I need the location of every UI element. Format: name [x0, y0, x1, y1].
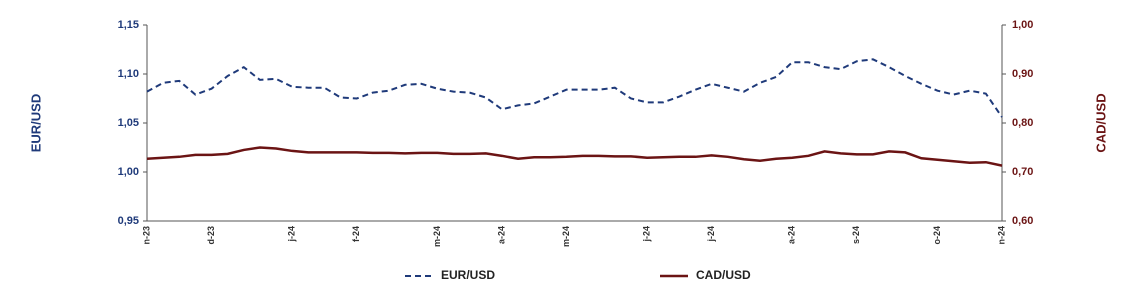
y-tick-label: 1,05: [118, 117, 139, 129]
x-tick-label: j-24: [287, 226, 297, 243]
x-tick-label: m-24: [561, 226, 571, 247]
y2-tick-label: 0,80: [1012, 117, 1033, 129]
x-tick-label: a-24: [496, 226, 506, 244]
y2-tick-label: 1,00: [1012, 19, 1033, 31]
x-tick-label: a-24: [787, 226, 797, 244]
x-tick-label: f-24: [351, 226, 361, 242]
series-line: [146, 146, 1003, 167]
x-tick-label: n-24: [996, 226, 1006, 245]
y-tick-label: 1,00: [118, 166, 139, 178]
y-tick-label: 0,95: [118, 215, 139, 227]
y-axis-title: EUR/USD: [28, 94, 43, 153]
y2-tick-label: 0,60: [1012, 215, 1033, 227]
legend-label: EUR/USD: [441, 268, 495, 282]
x-tick-label: j-24: [641, 226, 651, 243]
x-tick-label: s-24: [851, 226, 861, 244]
y-tick-label: 1,15: [118, 19, 139, 31]
y2-tick-label: 0,90: [1012, 68, 1033, 80]
y-tick-label: 1,10: [118, 68, 139, 80]
x-tick-label: m-24: [432, 226, 442, 247]
x-tick-label: n-23: [141, 226, 151, 245]
x-tick-label: o-24: [932, 226, 942, 245]
y2-axis-title: CAD/USD: [1093, 93, 1108, 152]
legend-label: CAD/USD: [696, 268, 751, 282]
series-line: [146, 58, 1003, 118]
x-tick-label: j-24: [706, 226, 716, 243]
x-tick-label: d-23: [206, 226, 216, 245]
y2-tick-label: 0,70: [1012, 166, 1033, 178]
